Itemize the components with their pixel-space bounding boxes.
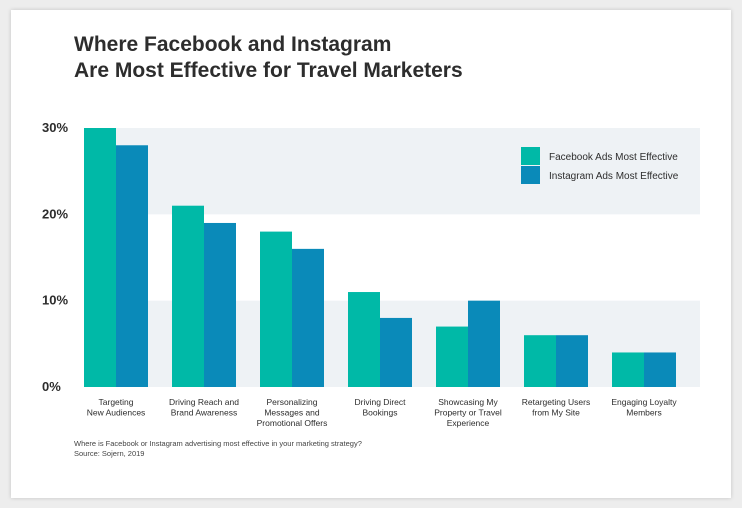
bars <box>84 128 676 387</box>
bar <box>116 145 148 387</box>
bar <box>380 317 412 387</box>
x-category-label: Personalizing Messages and Promotional Off… <box>257 397 328 428</box>
x-category-label-line: Driving Direct <box>354 397 406 407</box>
x-category-label-line: Showcasing My <box>438 397 498 407</box>
bar <box>84 128 116 387</box>
bar <box>612 352 644 387</box>
bar <box>204 222 236 387</box>
x-category-label-line: Property or Travel <box>434 408 502 418</box>
chart-title-line-2: Are Most Effective for Travel Marketers <box>74 59 463 82</box>
bar <box>644 352 676 387</box>
legend-label: Instagram Ads Most Effective <box>549 171 679 182</box>
x-category-label: Targeting New Audiences <box>87 397 146 418</box>
bar <box>436 326 468 387</box>
legend-swatch <box>521 147 540 165</box>
bar <box>292 248 324 387</box>
bar <box>468 300 500 387</box>
x-category-label-line: Brand Awareness <box>171 408 237 418</box>
footnote-source: Source: Sojern, 2019 <box>74 449 145 458</box>
x-category-label-line: Engaging Loyalty <box>611 397 677 407</box>
y-tick-label: 10% <box>42 293 68 308</box>
y-axis-labels: 30% 20% 10% 0% <box>42 120 68 394</box>
x-category-label-line: Messages and <box>264 408 320 418</box>
bar <box>260 231 292 387</box>
y-tick-label: 30% <box>42 120 68 135</box>
chart-title: Where Facebook and Instagram Are Most Ef… <box>74 32 463 84</box>
legend-label: Facebook Ads Most Effective <box>549 152 678 163</box>
bar <box>348 292 380 387</box>
x-category-label-line: Experience <box>447 418 490 428</box>
footnote-question: Where is Facebook or Instagram advertisi… <box>74 439 362 448</box>
x-category-label: Showcasing My Property or Travel Experienc… <box>434 397 502 428</box>
x-category-label: Driving Reach and Brand Awareness <box>169 397 239 418</box>
x-category-label-line: Personalizing <box>266 397 317 407</box>
footnote: Where is Facebook or Instagram advertisi… <box>74 439 362 459</box>
bar <box>524 335 556 387</box>
x-category-label-line: Promotional Offers <box>257 418 328 428</box>
x-category-label-line: from My Site <box>532 408 580 418</box>
grid-band <box>84 128 700 215</box>
y-tick-label: 20% <box>42 206 68 221</box>
bar <box>172 205 204 387</box>
bar <box>556 335 588 387</box>
legend-swatch <box>521 166 540 184</box>
legend: Facebook Ads Most Effective Instagram Ads… <box>521 147 679 184</box>
x-category-label-line: Retargeting Users <box>522 397 591 407</box>
x-category-label-line: New Audiences <box>87 408 146 418</box>
x-category-label: Retargeting Users from My Site <box>522 397 591 418</box>
x-category-label-line: Driving Reach and <box>169 397 239 407</box>
y-tick-label: 0% <box>42 379 61 394</box>
chart-title-line-1: Where Facebook and Instagram <box>74 33 392 56</box>
x-category-label-line: Targeting <box>99 397 134 407</box>
x-category-label: Engaging Loyalty Members <box>611 397 677 418</box>
x-category-label: Driving Direct Bookings <box>354 397 406 418</box>
x-category-label-line: Bookings <box>363 408 398 418</box>
x-category-label-line: Members <box>626 408 661 418</box>
